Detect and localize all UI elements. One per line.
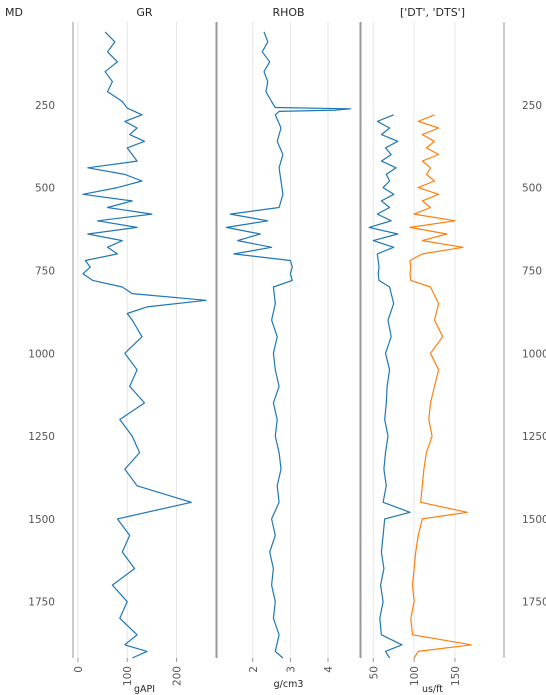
curve-gr bbox=[82, 31, 207, 659]
depth-tick-label-left: 500 bbox=[35, 183, 55, 195]
depth-tick-label-left: 1000 bbox=[28, 348, 55, 360]
depth-tick-label-left: 1500 bbox=[28, 514, 55, 526]
depth-tick-label-left: 250 bbox=[35, 100, 55, 112]
track-frames bbox=[72, 22, 505, 662]
x-tick-label: 2 bbox=[248, 666, 260, 673]
depth-axis-label: MD bbox=[5, 6, 23, 19]
depth-tick-label-right: 1500 bbox=[522, 514, 546, 526]
x-tick-label: 50 bbox=[368, 666, 380, 679]
curve-rhob bbox=[225, 31, 352, 659]
depth-tick-label-right: 500 bbox=[522, 183, 542, 195]
x-tick-label: 4 bbox=[323, 666, 335, 673]
depth-tick-label-left: 1250 bbox=[28, 431, 55, 443]
track-dt-dts-title: ['DT', 'DTS'] bbox=[400, 6, 465, 19]
depth-tick-label-left: 750 bbox=[35, 265, 55, 277]
x-tick-label: 0 bbox=[73, 666, 85, 673]
track-gr-title: GR bbox=[136, 6, 153, 19]
depth-tick-label-right: 1000 bbox=[522, 348, 546, 360]
depth-tick-label-right: 250 bbox=[522, 100, 542, 112]
log-curves bbox=[82, 31, 472, 659]
depth-tick-label-right: 1750 bbox=[522, 597, 546, 609]
x-tick-label: 100 bbox=[122, 666, 134, 686]
x-tick-label: 150 bbox=[450, 666, 462, 686]
curve-dts bbox=[409, 114, 472, 659]
axis-labels: 2505007501000125015001750250500750100012… bbox=[28, 100, 546, 686]
grid-lines bbox=[77, 22, 456, 658]
x-tick-label: 200 bbox=[172, 666, 184, 686]
depth-tick-label-right: 750 bbox=[522, 265, 542, 277]
track-dt-dts-xlabel: us/ft bbox=[422, 684, 443, 695]
track-rhob-xlabel: g/cm3 bbox=[274, 679, 304, 690]
track-rhob-title: RHOB bbox=[272, 6, 304, 19]
track-gr-xlabel: gAPI bbox=[134, 684, 155, 695]
depth-tick-label-left: 1750 bbox=[28, 597, 55, 609]
curve-dt bbox=[368, 114, 411, 659]
x-tick-label: 100 bbox=[409, 666, 421, 686]
x-tick-label: 3 bbox=[285, 666, 297, 673]
depth-tick-label-right: 1250 bbox=[522, 431, 546, 443]
